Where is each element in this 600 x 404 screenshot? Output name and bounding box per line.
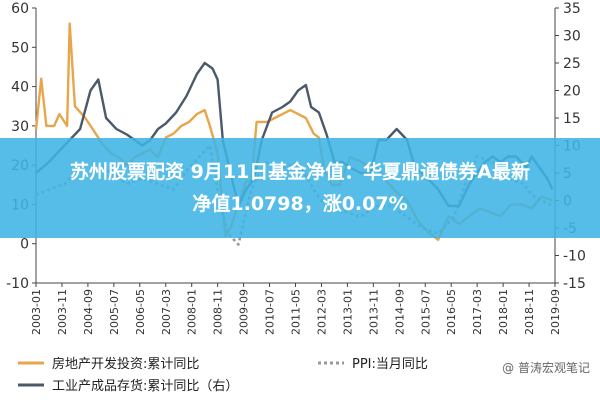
x-axis-tick-label: 2015-07 <box>419 289 432 335</box>
legend-item: 工业产成品存货:累计同比（右） <box>18 378 238 394</box>
right-axis-tick-label: 30 <box>563 29 581 45</box>
right-axis-tick-label: 15 <box>563 111 581 127</box>
legend-item: PPI:当月同比 <box>318 357 428 372</box>
x-axis-tick-label: 2013-11 <box>367 289 380 335</box>
x-axis-tick-label: 2004-09 <box>82 289 95 335</box>
x-axis-tick-label: 2018-11 <box>523 289 536 335</box>
x-axis-tick-label: 2008-01 <box>186 289 199 335</box>
x-axis-tick-label: 2008-11 <box>212 289 225 335</box>
watermark-text: @ 普涛宏观笔记 <box>502 360 590 375</box>
x-axis-tick-label: 2011-05 <box>290 289 303 335</box>
left-axis-tick-label: 40 <box>11 80 29 96</box>
legend-label: 房地产开发投资:累计同比 <box>52 356 199 372</box>
x-axis-tick-label: 2018-01 <box>497 289 510 335</box>
x-axis-tick-label: 2009-09 <box>238 289 251 335</box>
left-axis-tick-label: 30 <box>11 119 29 135</box>
headline-line-1: 苏州股票配资 9月11日基金净值：华夏鼎通债券A最新 <box>70 161 530 183</box>
right-axis-tick-label: 20 <box>563 84 581 100</box>
headline-line-2: 净值1.0798，涨0.07% <box>192 193 408 215</box>
right-axis-tick-label: -15 <box>563 276 586 292</box>
x-axis-tick-label: 2005-07 <box>108 289 121 335</box>
right-axis-tick-label: 35 <box>563 1 581 17</box>
right-axis-tick-label: 25 <box>563 56 581 72</box>
x-axis-tick-label: 2010-07 <box>264 289 277 335</box>
legend-label: PPI:当月同比 <box>352 357 428 372</box>
right-axis-tick-label: -10 <box>563 249 586 265</box>
left-axis-tick-label: -10 <box>6 276 29 292</box>
legend-label: 工业产成品存货:累计同比（右） <box>52 378 238 394</box>
left-axis-tick-label: 0 <box>20 237 29 253</box>
x-axis-tick-label: 2017-03 <box>471 289 484 335</box>
x-axis-tick-label: 2016-05 <box>445 289 458 335</box>
legend-item: 房地产开发投资:累计同比 <box>18 356 199 372</box>
x-axis-tick-label: 2014-09 <box>393 289 406 335</box>
x-axis-tick-label: 2007-03 <box>160 289 173 335</box>
left-axis-tick-label: 60 <box>11 1 29 17</box>
x-axis-tick-label: 2003-01 <box>30 289 43 335</box>
headline-overlay[interactable]: 苏州股票配资 9月11日基金净值：华夏鼎通债券A最新 净值1.0798，涨0.0… <box>0 138 600 238</box>
x-axis-tick-label: 2013-01 <box>341 289 354 335</box>
left-axis-tick-label: 50 <box>11 40 29 56</box>
x-axis-tick-label: 2019-09 <box>549 289 562 335</box>
x-axis-tick-label: 2006-05 <box>134 289 147 335</box>
x-axis-tick-label: 2012-03 <box>315 289 328 335</box>
x-axis-tick-label: 2003-11 <box>56 289 69 335</box>
